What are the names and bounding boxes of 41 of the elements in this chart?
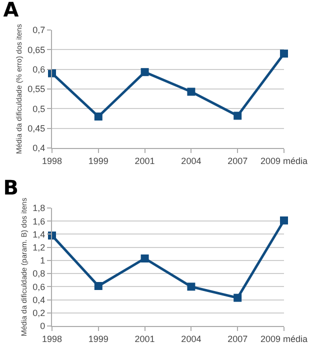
y-tick-label: 0 xyxy=(40,321,46,332)
x-tick-label: 2001 xyxy=(134,156,155,166)
y-tick-label: 1,6 xyxy=(32,216,46,226)
x-tick-label: 2004 xyxy=(181,156,202,166)
x-tick-label: 1999 xyxy=(88,156,108,166)
x-tick-label: 2009 média xyxy=(260,334,308,344)
y-tick-label: 0,65 xyxy=(28,44,46,55)
point xyxy=(280,50,288,58)
point xyxy=(140,68,149,76)
y-tick-label: 0,5 xyxy=(32,104,46,114)
point xyxy=(234,294,242,302)
y-tick-label: 0,4 xyxy=(32,294,46,305)
y-tick-label: 0,7 xyxy=(32,25,46,36)
point xyxy=(234,112,242,120)
y-tick-label: 1,4 xyxy=(32,229,46,240)
y-tick-label: 0,55 xyxy=(28,84,46,94)
chart-title: A xyxy=(3,0,20,22)
y-tick-label: 0,6 xyxy=(32,282,46,292)
point xyxy=(94,282,102,290)
x-tick-label: 2007 xyxy=(228,156,248,166)
point xyxy=(94,112,102,121)
y-tick-label: 1,8 xyxy=(32,203,46,214)
y-tick-label: 0,45 xyxy=(28,123,46,134)
x-tick-label: 2004 xyxy=(181,334,202,344)
point xyxy=(280,216,288,224)
x-tick-label: 1998 xyxy=(42,334,62,344)
y-tick-label: 1,2 xyxy=(32,242,46,252)
x-tick-label: 2001 xyxy=(134,334,155,344)
y-tick-label: 0,2 xyxy=(32,308,46,318)
x-tick-label: 1998 xyxy=(42,156,62,166)
x-tick-label: 1999 xyxy=(88,334,108,344)
point xyxy=(187,282,196,291)
point xyxy=(187,88,196,96)
y-tick-label: 0,8 xyxy=(32,268,46,279)
y-tick-label: 1 xyxy=(40,256,46,266)
y-tick-label: 0,4 xyxy=(32,143,46,154)
chart-title: B xyxy=(3,176,18,200)
x-tick-label: 2007 xyxy=(228,334,248,344)
point xyxy=(140,254,149,262)
x-tick-label: 2009 média xyxy=(260,156,308,166)
y-tick-label: 0,6 xyxy=(32,64,46,74)
